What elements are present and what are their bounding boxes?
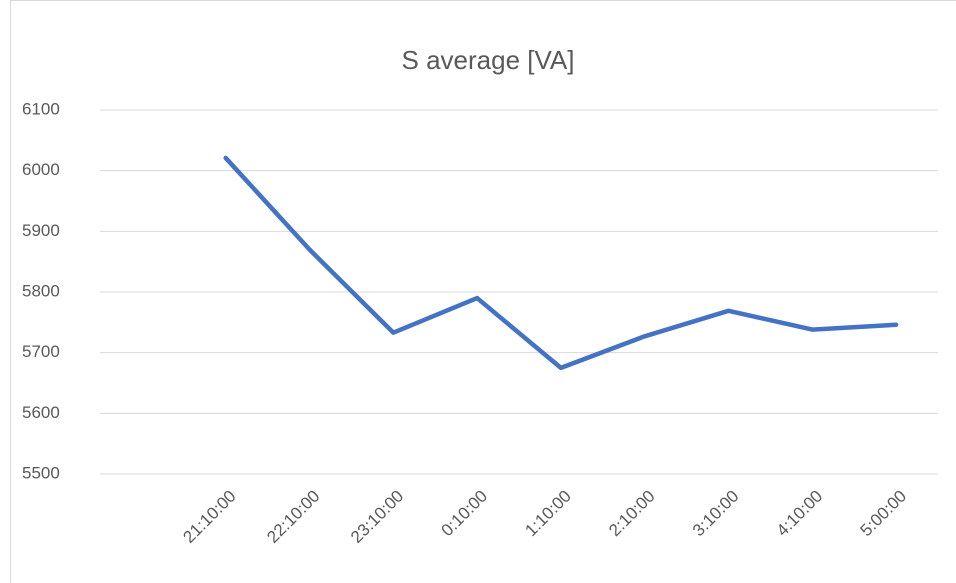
y-tick-label: 5700 xyxy=(22,342,60,361)
y-tick-label: 5500 xyxy=(22,463,60,482)
y-tick-label: 5600 xyxy=(22,403,60,422)
y-tick-label: 6000 xyxy=(22,160,60,179)
y-tick-label: 5800 xyxy=(22,281,60,300)
y-tick-label: 6100 xyxy=(22,99,60,118)
chart-title: S average [VA] xyxy=(402,45,575,75)
y-tick-label: 5900 xyxy=(22,221,60,240)
data-line xyxy=(223,155,899,371)
